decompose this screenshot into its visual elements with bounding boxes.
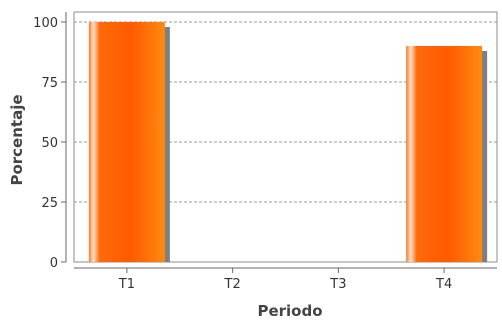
bar-T1 [88,22,165,262]
y-tick-label: 0 [50,256,58,271]
axes [61,12,497,273]
y-tick-labels: 0 25 50 75 100 [33,16,58,271]
bars [88,22,488,262]
y-tick-label: 100 [33,16,58,31]
y-tick-label: 25 [41,196,58,211]
y-axis-title: Porcentaje [8,94,26,185]
x-tick-label: T4 [435,277,452,292]
x-tick-labels: T1 T2 T3 T4 [118,277,452,292]
bar-T4 [406,46,483,262]
x-tick-label: T3 [329,277,346,292]
y-tick-label: 75 [41,76,58,91]
x-tick-label: T2 [224,277,241,292]
y-tick-label: 50 [41,136,58,151]
x-tick-label: T1 [118,277,135,292]
x-axis-title: Periodo [257,302,322,320]
